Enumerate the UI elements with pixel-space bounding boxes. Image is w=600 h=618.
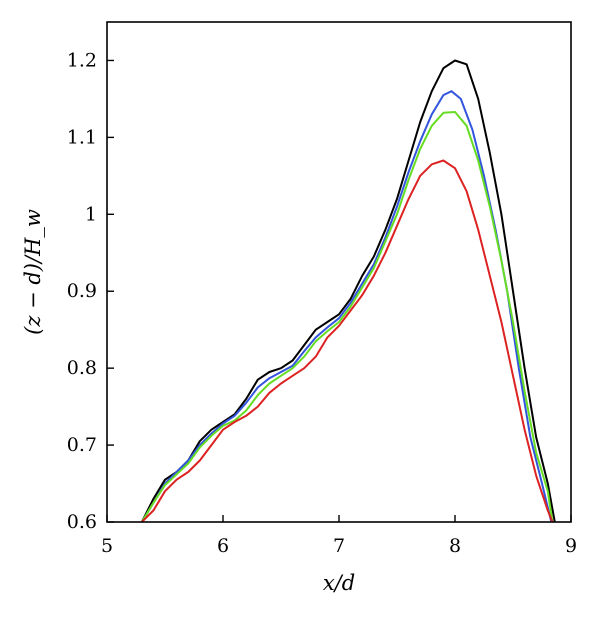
x-axis-label: x/d [323, 571, 355, 595]
y-tick-label: 0.9 [67, 280, 97, 302]
series-line-4 [141, 159, 554, 522]
x-ticks: 5 6 7 8 9 [101, 515, 577, 557]
y-tick-label: 0.8 [67, 357, 97, 379]
series-line-2 [140, 90, 553, 522]
x-tick-label: 6 [217, 535, 229, 557]
y-tick-label: 0.7 [67, 434, 97, 456]
y-axis-label: (z − d)/H_w [21, 209, 45, 335]
series-line-1 [140, 59, 556, 522]
x-tick-label: 9 [565, 535, 577, 557]
y-ticks: 0.6 0.7 0.8 0.9 1 1.1 1.2 [67, 49, 114, 533]
y-tick-label: 1.1 [67, 126, 97, 148]
y-tick-label: 1.2 [67, 49, 97, 71]
x-tick-label: 5 [101, 535, 113, 557]
x-tick-label: 7 [333, 535, 345, 557]
series-line-3 [140, 111, 554, 522]
y-tick-label: 0.6 [67, 511, 97, 533]
x-tick-label: 8 [449, 535, 461, 557]
plot-frame [106, 21, 572, 523]
series-layer [140, 59, 556, 522]
y-tick-label: 1 [85, 203, 97, 225]
